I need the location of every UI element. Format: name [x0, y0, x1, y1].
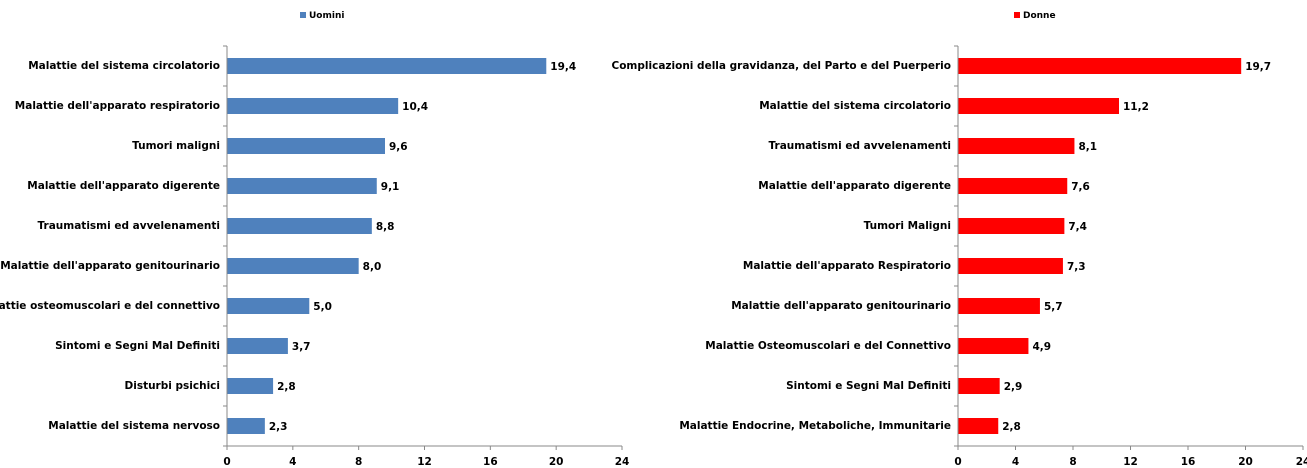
- bar: [227, 378, 274, 394]
- data-label: 2,8: [1002, 421, 1021, 433]
- data-label: 7,6: [1071, 181, 1090, 193]
- category-label: Malattie del sistema circolatorio: [28, 60, 220, 72]
- data-label: 4,9: [1032, 341, 1051, 353]
- data-label: 9,6: [389, 141, 408, 153]
- bar: [958, 138, 1075, 154]
- category-label: Traumatismi ed avvelenamenti: [38, 220, 220, 232]
- category-label: Complicazioni della gravidanza, del Part…: [612, 60, 951, 72]
- x-tick-label: 0: [954, 456, 961, 468]
- category-label: Malattie Endocrine, Metaboliche, Immunit…: [679, 420, 951, 432]
- x-tick-label: 16: [1181, 456, 1196, 468]
- x-tick-label: 20: [1238, 456, 1253, 468]
- bar: [227, 338, 288, 354]
- category-label: Malattie del sistema nervoso: [48, 420, 220, 432]
- x-tick-label: 12: [1123, 456, 1138, 468]
- bar: [958, 258, 1063, 274]
- data-label: 2,3: [269, 421, 288, 433]
- bar: [958, 298, 1040, 314]
- bar: [227, 218, 372, 234]
- x-tick-label: 0: [223, 456, 230, 468]
- data-label: 8,8: [376, 221, 395, 233]
- x-tick-label: 8: [355, 456, 362, 468]
- data-label: 7,3: [1067, 261, 1086, 273]
- data-label: 3,7: [292, 341, 311, 353]
- category-label: Disturbi psichici: [125, 380, 221, 392]
- data-label: 19,7: [1245, 61, 1271, 73]
- data-label: 8,1: [1078, 141, 1097, 153]
- bar: [227, 138, 385, 154]
- x-tick-label: 12: [417, 456, 432, 468]
- bar: [958, 378, 1000, 394]
- category-label: Tumori maligni: [132, 140, 220, 152]
- data-label: 2,8: [277, 381, 296, 393]
- category-label: Malattie dell'apparato digerente: [27, 180, 220, 192]
- category-label: Sintomi e Segni Mal Definiti: [786, 380, 951, 392]
- bar: [227, 418, 265, 434]
- bar: [227, 178, 377, 194]
- bar: [227, 98, 399, 114]
- bar: [227, 258, 359, 274]
- bar: [958, 338, 1029, 354]
- category-label: Tumori Maligni: [864, 220, 951, 232]
- data-label: 5,7: [1044, 301, 1063, 313]
- x-tick-label: 4: [289, 456, 296, 468]
- bar: [958, 418, 999, 434]
- data-label: 8,0: [363, 261, 382, 273]
- x-tick-label: 16: [483, 456, 498, 468]
- category-label: Malattie dell'apparato Respiratorio: [743, 260, 951, 272]
- data-label: 7,4: [1068, 221, 1087, 233]
- x-tick-label: 24: [615, 456, 630, 468]
- data-label: 9,1: [381, 181, 400, 193]
- x-tick-label: 24: [1296, 456, 1307, 468]
- data-label: 10,4: [402, 101, 428, 113]
- legend-swatch: [300, 12, 306, 18]
- data-label: 5,0: [313, 301, 332, 313]
- bar: [227, 58, 547, 74]
- category-label: Malattie dell'apparato respiratorio: [15, 100, 220, 112]
- category-label: Sintomi e Segni Mal Definiti: [55, 340, 220, 352]
- x-tick-label: 8: [1069, 456, 1076, 468]
- data-label: 11,2: [1123, 101, 1149, 113]
- legend-swatch: [1014, 12, 1020, 18]
- data-label: 19,4: [550, 61, 576, 73]
- category-label: Malattie osteomuscolari e del connettivo: [0, 300, 220, 312]
- bar: [227, 298, 310, 314]
- bar: [958, 178, 1068, 194]
- data-label: 2,9: [1004, 381, 1023, 393]
- x-tick-label: 4: [1012, 456, 1019, 468]
- category-label: Malattie dell'apparato digerente: [758, 180, 951, 192]
- category-label: Malattie dell'apparato genitourinario: [731, 300, 951, 312]
- category-label: Malattie Osteomuscolari e del Connettivo: [705, 340, 951, 352]
- category-label: Malattie dell'apparato genitourinario: [0, 260, 220, 272]
- legend-label: Uomini: [309, 11, 344, 21]
- legend-label: Donne: [1023, 11, 1056, 21]
- bar: [958, 218, 1065, 234]
- category-label: Traumatismi ed avvelenamenti: [769, 140, 951, 152]
- x-tick-label: 20: [549, 456, 564, 468]
- bar: [958, 58, 1242, 74]
- bar: [958, 98, 1119, 114]
- category-label: Malattie del sistema circolatorio: [759, 100, 951, 112]
